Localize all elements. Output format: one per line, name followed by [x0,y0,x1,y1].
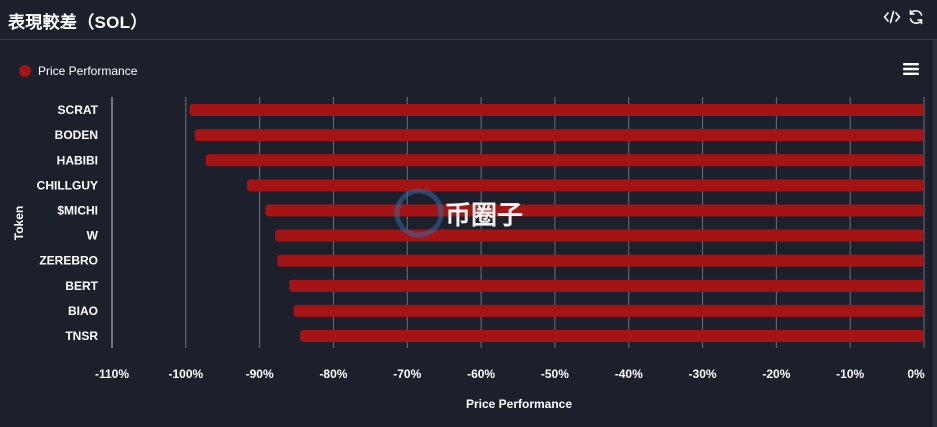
x-tick-labels: -110% -100% -90% -80% -70% -60% -50% -40% -30% -2… [95,367,925,381]
chart-header: 表現較差（SOL） [0,0,937,40]
bar[interactable] [247,179,924,192]
refresh-icon[interactable] [907,8,925,26]
category-label: SCRAT [58,103,99,117]
x-tick-label: -30% [689,367,717,381]
category-label: CHILLGUY [37,178,98,192]
chart-legend[interactable]: Price Performance [19,63,137,79]
x-tick-label: 0% [907,367,925,381]
legend-label: Price Performance [38,64,138,78]
category-label: BERT [65,279,98,293]
x-tick-label: -70% [393,367,421,381]
x-tick-label: -60% [467,367,495,381]
panel-right-edge [933,40,937,427]
x-tick-label: -100% [168,367,203,381]
x-tick-label: -90% [246,367,274,381]
x-tick-label: -80% [319,367,347,381]
chart-title: 表現較差（SOL） [8,13,148,32]
category-label: W [87,229,99,243]
category-label: $MICHI [57,203,98,217]
y-axis-title: Token [12,206,26,240]
category-label: HABIBI [57,153,98,167]
bar[interactable] [194,129,924,142]
watermark-logo-icon [394,188,444,238]
bar[interactable] [205,154,924,167]
bar[interactable] [277,254,924,267]
hamburger-menu-icon[interactable] [902,61,920,77]
x-tick-label: -40% [615,367,643,381]
watermark-text: 币圈子 [445,201,523,231]
category-label: BODEN [55,128,98,142]
category-label: BIAO [68,304,98,318]
bar[interactable] [265,204,924,217]
bar[interactable] [293,304,924,317]
category-labels: SCRAT BODEN HABIBI CHILLGUY $MICHI W ZEREBRO BE… [37,103,99,343]
code-icon[interactable] [883,8,901,26]
legend-marker [19,65,31,77]
bar[interactable] [300,329,925,342]
x-tick-label: -110% [95,367,129,381]
x-tick-label: -20% [762,367,790,381]
watermark: 币圈子 [394,188,523,238]
category-label: TNSR [65,329,98,343]
bar-series [189,104,925,342]
x-axis-title: Price Performance [466,397,572,411]
bar[interactable] [189,104,924,117]
bar[interactable] [289,279,924,292]
x-tick-label: -50% [541,367,569,381]
category-label: ZEREBRO [39,254,98,268]
x-tick-label: -10% [836,367,864,381]
bar[interactable] [275,229,924,242]
